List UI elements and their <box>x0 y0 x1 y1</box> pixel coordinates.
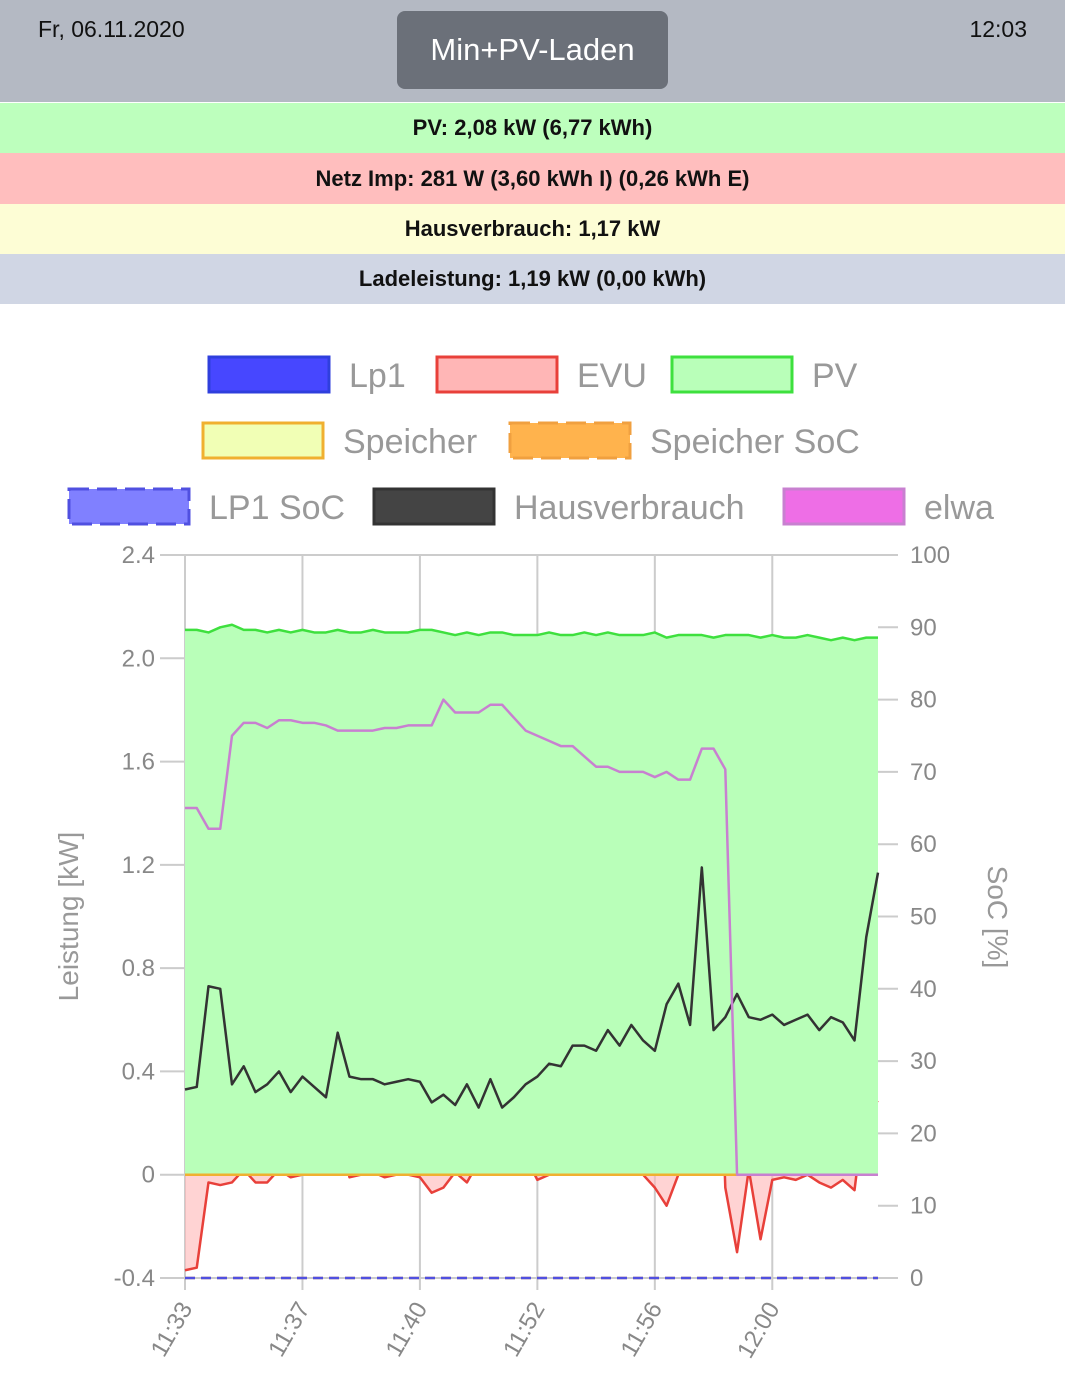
legend-label: LP1 SoC <box>209 489 345 527</box>
y-tick-label: -0.4 <box>114 1265 155 1292</box>
x-tick-label: 11:52 <box>498 1298 551 1362</box>
date: Fr, 06.11.2020 <box>38 16 185 42</box>
legend-swatch <box>435 355 559 394</box>
y-tick-label: 1.6 <box>122 749 155 776</box>
y2-tick-label: 50 <box>910 904 937 931</box>
legend-label: Speicher SoC <box>650 423 860 461</box>
y-axis-title: Leistung [kW] <box>53 832 84 1002</box>
charge-status: Ladeleistung: 1,19 kW (0,00 kWh) <box>0 254 1065 304</box>
legend-swatch <box>508 421 632 460</box>
area-fill <box>185 624 878 1175</box>
header: Fr, 06.11.2020 Min+PV-Laden 12:03 <box>0 0 1065 102</box>
legend-label: PV <box>812 357 858 395</box>
legend-swatch <box>782 487 906 526</box>
y2-axis-title: SoC [%] <box>982 866 1013 969</box>
series-line <box>185 623 878 642</box>
legend-label: elwa <box>924 489 994 527</box>
y-tick-label: 2.0 <box>122 645 155 672</box>
y-tick-label: 1.2 <box>122 852 155 879</box>
grid-status: Netz Imp: 281 W (3,60 kWh I) (0,26 kWh E… <box>0 153 1065 204</box>
legend-swatch <box>207 355 331 394</box>
legend-swatch <box>372 487 496 526</box>
y2-tick-label: 60 <box>910 831 937 858</box>
x-tick-label: 11:33 <box>146 1298 199 1362</box>
x-tick-label: 11:40 <box>381 1298 434 1362</box>
legend-swatch <box>201 421 325 460</box>
y2-tick-label: 70 <box>910 759 937 786</box>
y2-tick-label: 40 <box>910 976 937 1003</box>
legend-swatch <box>67 487 191 526</box>
y-tick-label: 0.4 <box>122 1058 155 1085</box>
y2-tick-label: 100 <box>910 542 950 569</box>
y2-tick-label: 0 <box>910 1265 923 1292</box>
y2-tick-label: 80 <box>910 687 937 714</box>
pv-status: PV: 2,08 kW (6,77 kWh) <box>0 103 1065 153</box>
y-tick-label: 2.4 <box>122 542 155 569</box>
y-tick-label: 0 <box>142 1162 155 1189</box>
legend-label: EVU <box>577 357 647 395</box>
legend-label: Hausverbrauch <box>514 489 745 527</box>
mode-button[interactable]: Min+PV-Laden <box>397 11 668 89</box>
legend-label: Lp1 <box>349 357 406 395</box>
y2-tick-label: 90 <box>910 614 937 641</box>
series-line <box>185 698 878 1176</box>
house-status: Hausverbrauch: 1,17 kW <box>0 204 1065 254</box>
legend-label: Speicher <box>343 423 477 461</box>
x-tick-label: 11:56 <box>616 1298 669 1362</box>
y2-tick-label: 20 <box>910 1120 937 1147</box>
y-tick-label: 0.8 <box>122 955 155 982</box>
series-line <box>184 866 880 1109</box>
x-tick-label: 12:00 <box>732 1298 785 1364</box>
time: 12:03 <box>969 16 1027 42</box>
legend-swatch <box>670 355 794 394</box>
x-tick-label: 11:37 <box>263 1298 316 1362</box>
y2-tick-label: 30 <box>910 1048 937 1075</box>
y2-tick-label: 10 <box>910 1193 937 1220</box>
